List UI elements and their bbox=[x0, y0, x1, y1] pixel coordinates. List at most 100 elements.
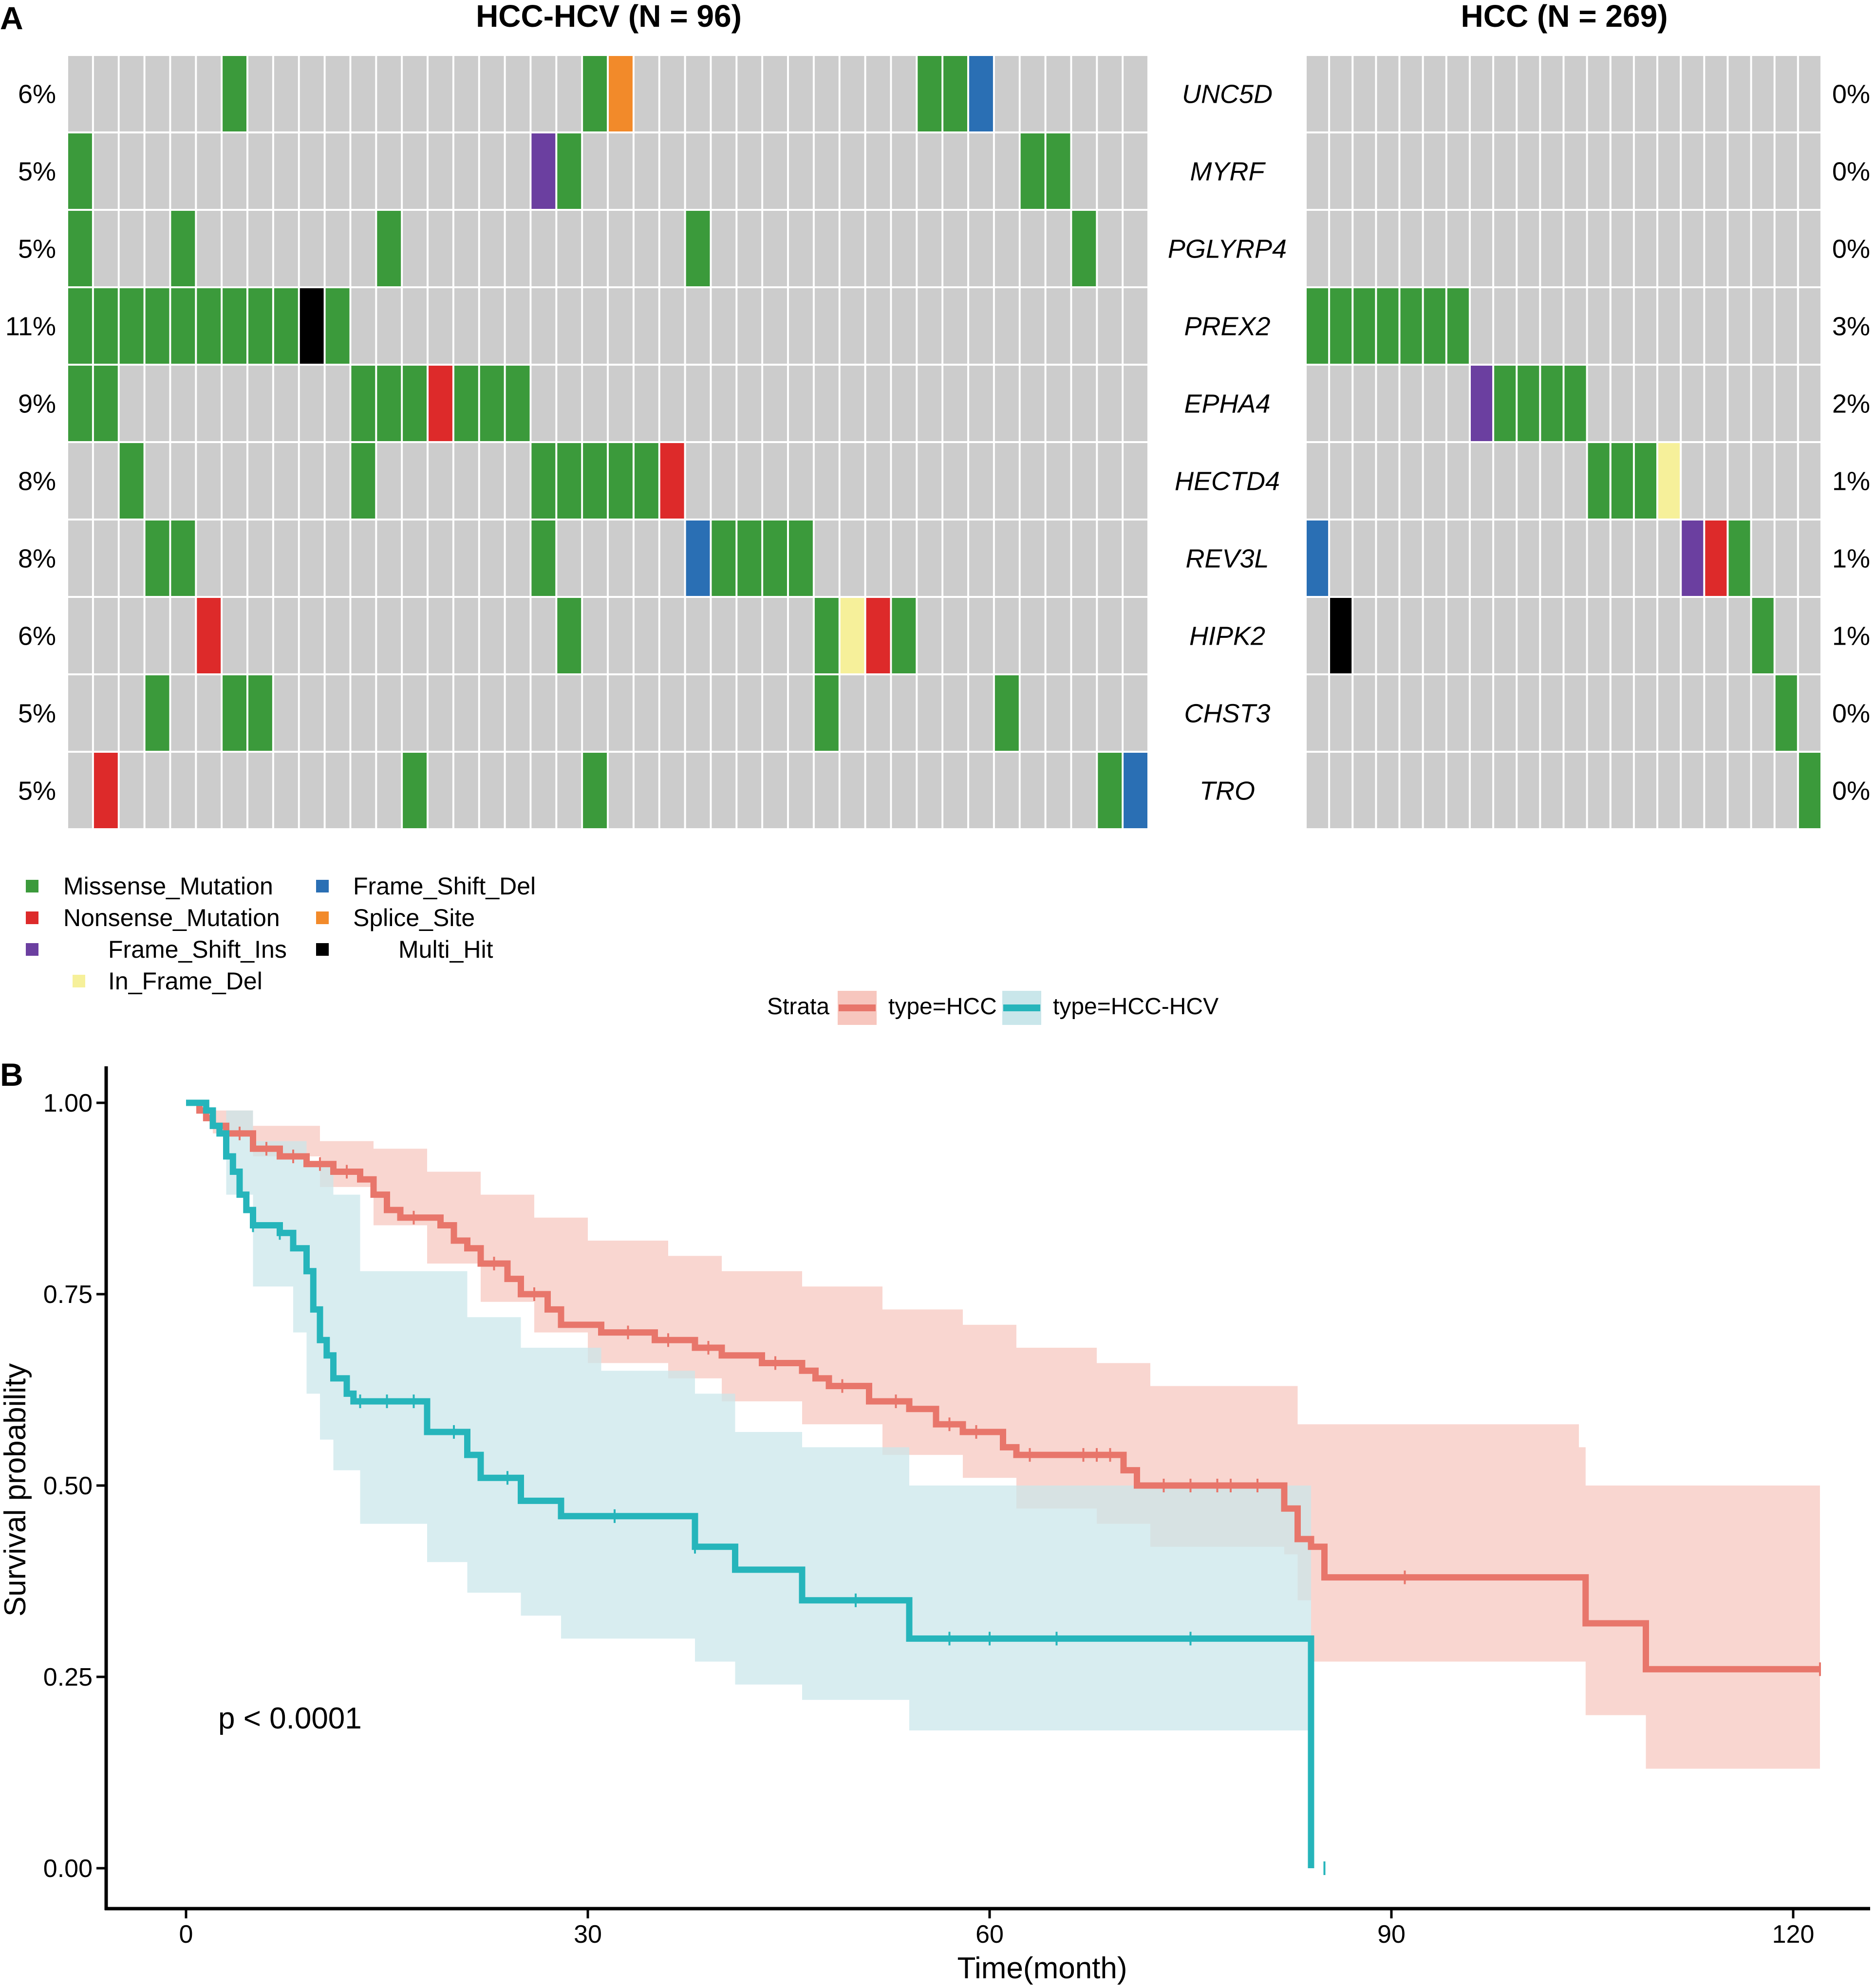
mutation-cell-missense-mutation bbox=[1775, 675, 1797, 751]
empty-cell bbox=[1634, 753, 1656, 828]
mutation-cell-missense-mutation bbox=[68, 288, 92, 364]
empty-cell bbox=[1799, 133, 1820, 209]
empty-cell bbox=[943, 520, 967, 596]
mutation-cell-multi-hit bbox=[300, 288, 324, 364]
empty-cell bbox=[1447, 366, 1469, 441]
empty-cell bbox=[1752, 753, 1774, 828]
percent-labels-hcc: 0% 0% 0% 3% 2% 1% 1% 1% 0% 0% bbox=[1832, 80, 1870, 806]
empty-cell bbox=[68, 598, 92, 673]
empty-cell bbox=[1020, 211, 1045, 286]
empty-cell bbox=[274, 366, 298, 441]
empty-cell bbox=[918, 288, 942, 364]
legend-label-nonsense-mutation: Nonsense_Mutation bbox=[63, 904, 280, 931]
mutation-cell-missense-mutation bbox=[1098, 753, 1122, 828]
empty-cell bbox=[994, 288, 1019, 364]
empty-cell bbox=[454, 675, 478, 751]
empty-cell bbox=[1564, 211, 1586, 286]
empty-cell bbox=[1658, 211, 1680, 286]
empty-cell bbox=[814, 288, 839, 364]
empty-cell bbox=[480, 520, 504, 596]
empty-cell bbox=[454, 133, 478, 209]
empty-cell bbox=[1424, 56, 1445, 131]
empty-cell bbox=[1377, 211, 1399, 286]
mutation-cell-missense-mutation bbox=[248, 675, 272, 751]
mutation-cell-missense-mutation bbox=[223, 288, 246, 364]
empty-cell bbox=[840, 366, 864, 441]
empty-cell bbox=[1072, 443, 1096, 519]
km-p-value: p < 0.0001 bbox=[218, 1702, 362, 1735]
empty-cell bbox=[918, 675, 942, 751]
empty-cell bbox=[994, 366, 1019, 441]
empty-cell bbox=[1494, 675, 1516, 751]
mutation-cell-missense-mutation bbox=[454, 366, 478, 441]
mutation-cell-missense-mutation bbox=[583, 443, 607, 519]
empty-cell bbox=[892, 133, 916, 209]
empty-cell bbox=[94, 211, 118, 286]
empty-cell bbox=[248, 598, 272, 673]
empty-cell bbox=[918, 753, 942, 828]
mutation-cell-frame-shift-del bbox=[969, 56, 993, 131]
mutation-cell-frame-shift-del bbox=[1124, 753, 1147, 828]
empty-cell bbox=[1330, 753, 1352, 828]
empty-cell bbox=[737, 753, 762, 828]
empty-cell bbox=[1124, 133, 1147, 209]
mutation-cell-missense-mutation bbox=[1518, 366, 1539, 441]
empty-cell bbox=[325, 443, 350, 519]
empty-cell bbox=[1020, 56, 1045, 131]
km-y-axis-label: Survival probability bbox=[0, 1363, 32, 1616]
mutation-cell-missense-mutation bbox=[583, 56, 607, 131]
empty-cell bbox=[429, 520, 452, 596]
empty-cell bbox=[1447, 133, 1469, 209]
empty-cell bbox=[274, 133, 298, 209]
mutation-cell-missense-mutation bbox=[223, 675, 246, 751]
empty-cell bbox=[119, 520, 144, 596]
empty-cell bbox=[1705, 211, 1727, 286]
empty-cell bbox=[145, 366, 169, 441]
km-curve-hcc-hcv bbox=[186, 1099, 1314, 1868]
empty-cell bbox=[1447, 56, 1469, 131]
empty-cell bbox=[1046, 675, 1070, 751]
empty-cell bbox=[1494, 443, 1516, 519]
empty-cell bbox=[1424, 675, 1445, 751]
empty-cell bbox=[1124, 56, 1147, 131]
km-curve-hcc bbox=[186, 1099, 1820, 1672]
percent-label: 5% bbox=[18, 777, 56, 806]
empty-cell bbox=[557, 56, 581, 131]
cohort-title-hcc-hcv: HCC-HCV (N = 96) bbox=[476, 0, 742, 34]
empty-cell bbox=[1098, 211, 1122, 286]
km-legend: Strata type=HCC type=HCC-HCV bbox=[767, 991, 1219, 1025]
empty-cell bbox=[1682, 443, 1704, 519]
mutation-cell-missense-mutation bbox=[531, 520, 556, 596]
empty-cell bbox=[1541, 520, 1563, 596]
empty-cell bbox=[119, 675, 144, 751]
empty-cell bbox=[1658, 520, 1680, 596]
mutation-cell-missense-mutation bbox=[712, 520, 736, 596]
empty-cell bbox=[274, 753, 298, 828]
mutation-cell-missense-mutation bbox=[248, 288, 272, 364]
empty-cell bbox=[1124, 443, 1147, 519]
empty-cell bbox=[68, 520, 92, 596]
empty-cell bbox=[1046, 520, 1070, 596]
empty-cell bbox=[1541, 598, 1563, 673]
mutation-cell-frame-shift-ins bbox=[531, 133, 556, 209]
empty-cell bbox=[403, 133, 427, 209]
empty-cell bbox=[1471, 598, 1493, 673]
empty-cell bbox=[94, 675, 118, 751]
empty-cell bbox=[840, 288, 864, 364]
empty-cell bbox=[969, 443, 993, 519]
mutation-cell-multi-hit bbox=[1330, 598, 1352, 673]
empty-cell bbox=[634, 366, 658, 441]
empty-cell bbox=[1124, 598, 1147, 673]
empty-cell bbox=[403, 598, 427, 673]
empty-cell bbox=[1307, 443, 1329, 519]
empty-cell bbox=[686, 133, 710, 209]
empty-cell bbox=[1471, 520, 1493, 596]
empty-cell bbox=[454, 288, 478, 364]
empty-cell bbox=[712, 366, 736, 441]
empty-cell bbox=[1799, 211, 1820, 286]
empty-cell bbox=[1611, 366, 1633, 441]
empty-cell bbox=[943, 675, 967, 751]
empty-cell bbox=[763, 211, 787, 286]
mutation-cell-frame-shift-ins bbox=[1682, 520, 1704, 596]
